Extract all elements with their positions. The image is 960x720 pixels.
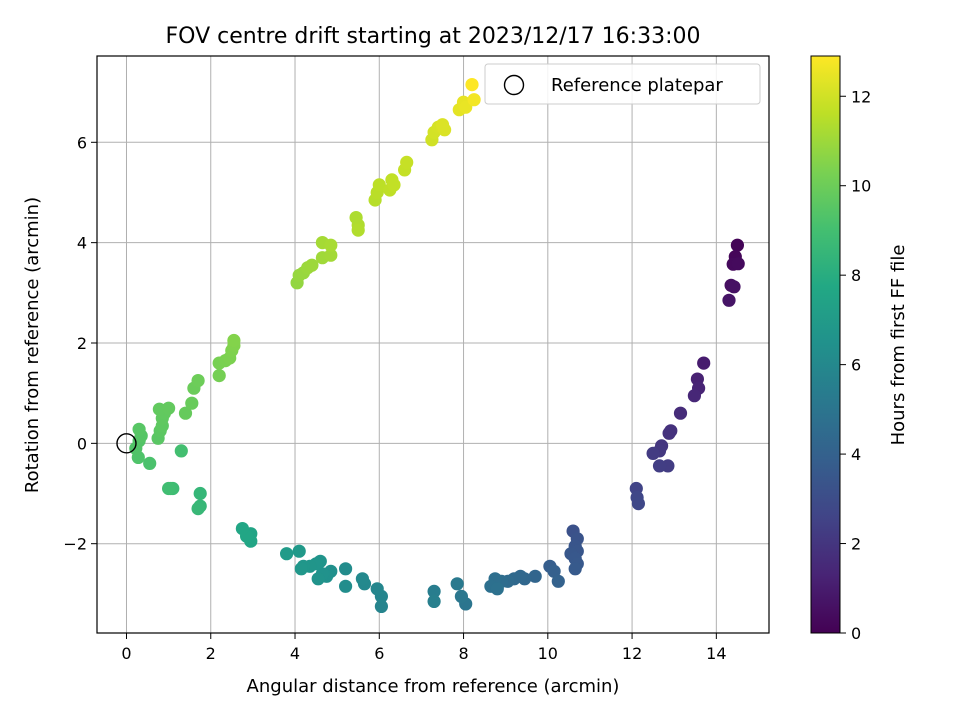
data-point: [450, 577, 464, 591]
colorbar-tick-label: 2: [851, 535, 861, 554]
colorbar-tick-label: 10: [851, 177, 871, 196]
x-axis-ticks: 0 2 4 6 8 10 12 14: [121, 633, 727, 663]
data-point: [400, 155, 414, 169]
data-point: [280, 547, 294, 561]
data-point: [355, 572, 369, 586]
data-point: [324, 248, 338, 262]
data-point: [191, 374, 205, 388]
data-point: [162, 481, 176, 496]
data-point: [730, 238, 745, 252]
x-tick-label: 0: [121, 644, 131, 663]
data-point: [673, 406, 688, 420]
data-point: [193, 486, 207, 501]
reference-open-circle: [116, 433, 137, 454]
data-point: [490, 582, 504, 596]
y-tick-label: 4: [77, 234, 87, 253]
data-point: [547, 564, 561, 578]
data-point: [454, 589, 468, 604]
colorbar-ticks: 0 2 4 6 8 10 12: [840, 87, 871, 643]
data-point: [311, 572, 325, 586]
data-point: [191, 502, 205, 516]
x-tick-label: 10: [538, 644, 558, 663]
colorbar-gradient: [810, 55, 841, 634]
y-axis-label: Rotation from reference (arcmin): [22, 197, 43, 493]
data-point: [174, 444, 188, 458]
data-point: [731, 257, 745, 271]
data-point: [652, 459, 667, 473]
data-point: [235, 522, 249, 536]
reference-platepar-marker: [116, 433, 137, 454]
data-point: [351, 223, 365, 237]
data-point: [687, 389, 702, 403]
colorbar-tick-label: 4: [851, 445, 861, 464]
data-points: [129, 78, 745, 614]
data-point: [435, 118, 450, 132]
chart-title: FOV centre drift starting at 2023/12/17 …: [166, 24, 701, 49]
data-point: [143, 456, 157, 470]
data-point: [551, 574, 565, 588]
data-point: [178, 406, 193, 420]
colorbar-tick-label: 6: [851, 356, 861, 375]
data-point: [427, 594, 441, 609]
data-point: [646, 446, 660, 460]
data-point: [339, 579, 353, 593]
legend-open-circle-icon: [503, 74, 525, 96]
data-point: [339, 562, 353, 576]
legend-entry-label: Reference platepar: [551, 75, 723, 96]
x-tick-label: 12: [622, 644, 642, 663]
data-point: [374, 599, 388, 614]
data-point: [727, 280, 741, 294]
data-point: [370, 582, 384, 596]
x-tick-label: 6: [374, 644, 384, 663]
data-point: [568, 562, 582, 576]
plot-frame: [96, 55, 770, 634]
x-tick-label: 2: [206, 644, 216, 663]
data-point: [227, 333, 241, 348]
data-point: [427, 584, 441, 599]
colorbar-label: Hours from first FF file: [888, 245, 909, 446]
colorbar-tick-label: 12: [851, 87, 871, 106]
y-axis-ticks: −2 0 2 4 6: [63, 133, 97, 554]
data-point: [162, 401, 176, 415]
data-point: [292, 544, 306, 558]
y-tick-label: 0: [77, 434, 87, 453]
data-point: [722, 293, 736, 307]
data-point: [387, 178, 401, 192]
legend-box: [484, 63, 761, 105]
x-tick-label: 4: [290, 644, 300, 663]
colorbar-tick-label: 8: [851, 266, 861, 285]
x-tick-label: 8: [458, 644, 468, 663]
data-point: [697, 356, 711, 370]
colorbar-tick-label: 0: [851, 624, 861, 643]
x-tick-label: 14: [706, 644, 726, 663]
legend: Reference platepar: [484, 63, 761, 105]
data-point: [294, 562, 308, 576]
data-point: [132, 422, 146, 436]
data-point: [305, 258, 319, 272]
data-point: [662, 426, 676, 440]
data-point: [324, 238, 338, 252]
data-point: [631, 497, 646, 511]
data-point: [467, 93, 481, 107]
data-point: [185, 396, 199, 410]
x-axis-label: Angular distance from reference (arcmin): [247, 676, 620, 697]
data-point: [528, 569, 542, 583]
y-tick-label: −2: [63, 535, 87, 554]
y-tick-label: 6: [77, 133, 87, 152]
y-tick-label: 2: [77, 334, 87, 353]
data-point: [212, 369, 226, 383]
data-point: [459, 100, 473, 114]
data-point: [465, 78, 479, 92]
data-point: [372, 178, 386, 192]
colorbar: 0 2 4 6 8 10 12 Hours from first FF file: [810, 55, 909, 643]
